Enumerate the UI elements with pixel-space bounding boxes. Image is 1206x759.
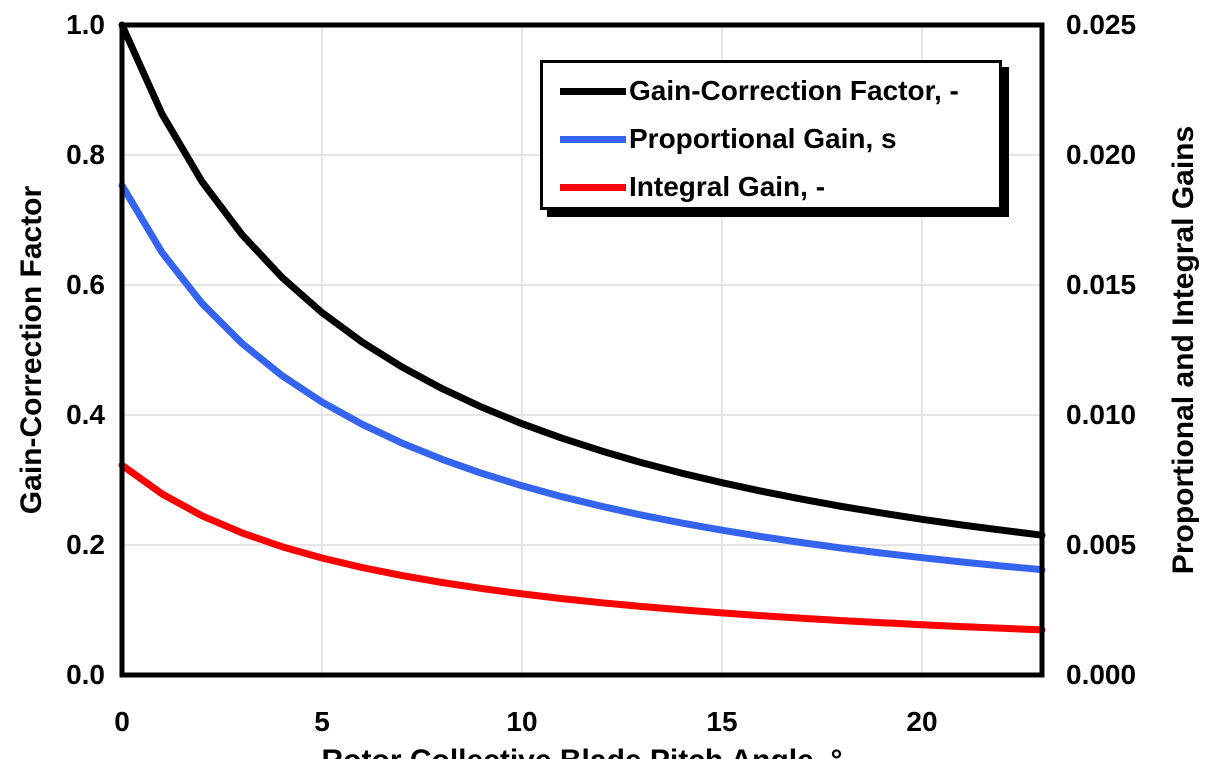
legend-line-swatch xyxy=(560,135,626,143)
y-left-tick-label: 0.4 xyxy=(66,399,105,430)
series-line xyxy=(118,21,1046,539)
x-tick-label: 0 xyxy=(114,706,130,737)
y-right-tick-label: 0.015 xyxy=(1066,269,1137,300)
x-tick-label: 10 xyxy=(506,706,538,737)
y-left-tick-label: 0.2 xyxy=(66,529,105,560)
legend-line-swatch xyxy=(560,87,626,95)
y-right-tick-label: 0.010 xyxy=(1066,399,1137,430)
y-right-tick-label: 0.025 xyxy=(1066,9,1137,40)
y-right-tick-label: 0.005 xyxy=(1066,529,1137,560)
legend-label: Integral Gain, - xyxy=(629,171,826,202)
legend-item: Integral Gain, - xyxy=(543,163,999,211)
y-left-tick-label: 0.8 xyxy=(66,139,105,170)
chart-legend: Gain-Correction Factor, - Proportional Ga… xyxy=(540,60,1002,210)
x-axis-title: Rotor Collective Blade Pitch Angle, ° xyxy=(322,744,843,759)
y-left-axis-title: Gain-Correction Factor xyxy=(15,185,48,515)
series-line xyxy=(118,182,1046,574)
x-tick-label: 5 xyxy=(314,706,330,737)
x-tick-label: 20 xyxy=(906,706,938,737)
legend-item: Gain-Correction Factor, - xyxy=(543,67,999,115)
y-left-tick-label: 0.6 xyxy=(66,269,105,300)
y-right-tick-label: 0.000 xyxy=(1066,659,1137,690)
legend-label: Proportional Gain, s xyxy=(629,123,897,154)
y-right-tick-label: 0.020 xyxy=(1066,139,1137,170)
y-left-tick-label: 1.0 xyxy=(66,9,105,40)
legend-label: Gain-Correction Factor, - xyxy=(629,75,959,106)
legend-item: Proportional Gain, s xyxy=(543,115,999,163)
y-left-tick-label: 0.0 xyxy=(66,659,105,690)
x-tick-label: 15 xyxy=(706,706,738,737)
series-line xyxy=(118,461,1046,634)
legend-line-swatch xyxy=(560,183,626,191)
y-right-axis-title: Proportional and Integral Gains xyxy=(1167,125,1200,575)
plot-border xyxy=(119,22,1045,678)
